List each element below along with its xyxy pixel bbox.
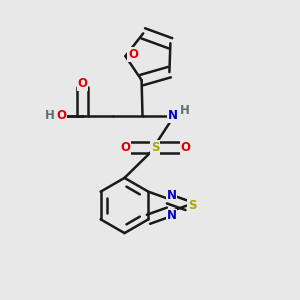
Text: O: O	[120, 141, 130, 154]
Text: S: S	[188, 199, 197, 212]
Text: N: N	[167, 209, 176, 222]
Text: O: O	[77, 77, 88, 90]
Text: H: H	[180, 103, 190, 117]
Text: N: N	[167, 189, 176, 202]
Text: O: O	[128, 48, 138, 61]
Text: N: N	[168, 109, 178, 122]
Text: S: S	[151, 141, 160, 154]
Text: H: H	[49, 109, 59, 122]
Text: H: H	[45, 109, 55, 122]
Text: O: O	[56, 109, 66, 122]
Text: O: O	[180, 141, 190, 154]
